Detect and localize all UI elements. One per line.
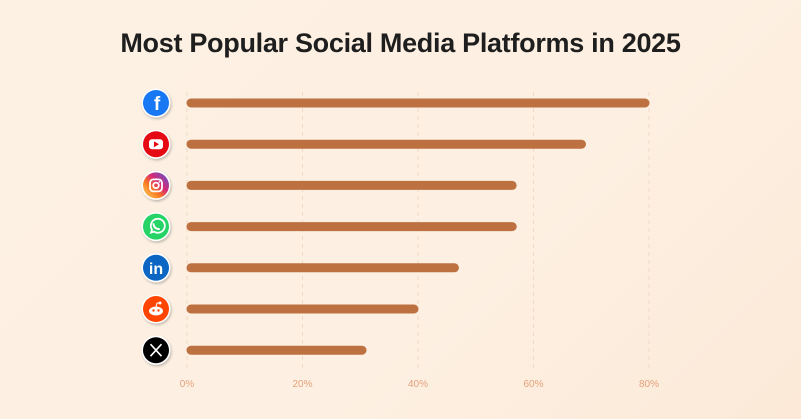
x-tick-label: 0% (180, 379, 195, 390)
x-tick-label: 60% (523, 379, 543, 390)
x-tick-label: 80% (639, 379, 659, 390)
youtube-icon (141, 129, 171, 159)
whatsapp-icon (141, 212, 171, 242)
x-icon (141, 335, 171, 365)
svg-text:f: f (154, 94, 161, 115)
x-tick-label: 40% (408, 379, 428, 390)
instagram-icon (141, 170, 171, 200)
svg-text:in: in (149, 261, 163, 278)
facebook-icon: f (141, 88, 171, 118)
reddit-icon (141, 294, 171, 324)
x-tick-label: 20% (292, 379, 312, 390)
chart-title: Most Popular Social Media Platforms in 2… (120, 28, 681, 58)
linkedin-icon: in (141, 253, 171, 283)
